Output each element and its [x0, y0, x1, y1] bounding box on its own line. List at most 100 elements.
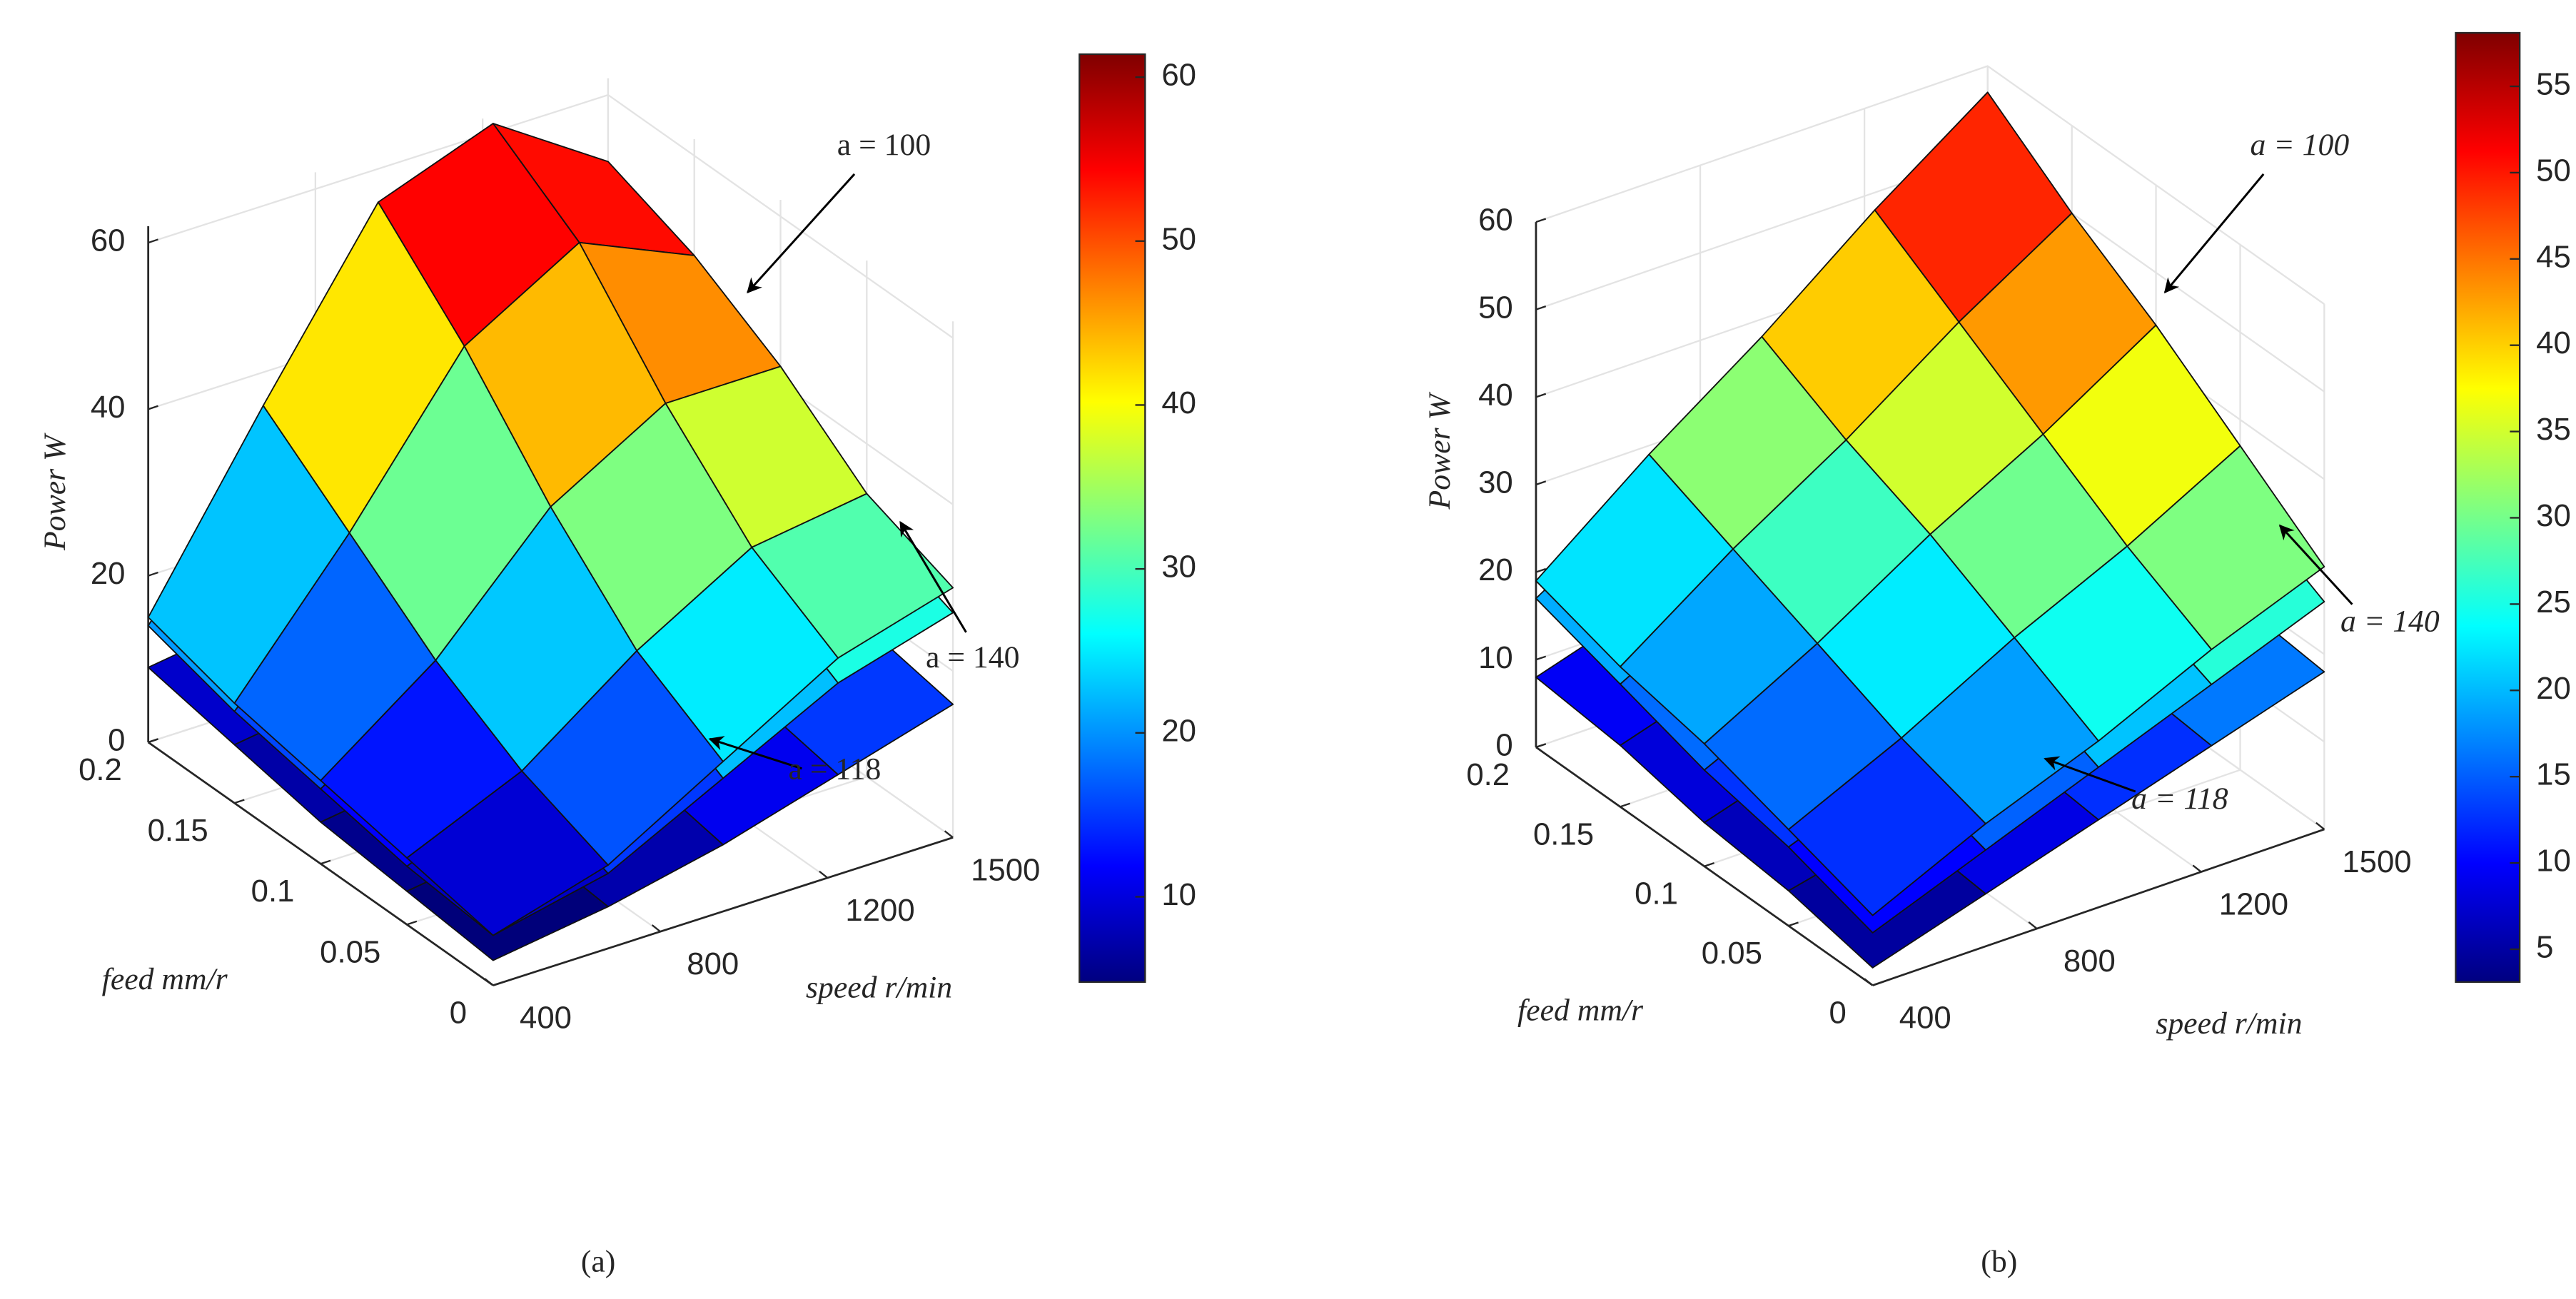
y-tick — [1704, 862, 1714, 867]
z-tick — [1535, 218, 1547, 223]
y-tick-label: 0.2 — [1466, 757, 1510, 792]
colorbar-tick-label: 10 — [1161, 877, 1196, 912]
x-tick — [944, 830, 954, 839]
colorbar-tick-label: 15 — [2536, 757, 2571, 792]
annotation-arrow — [899, 520, 967, 633]
y-tick — [234, 799, 245, 804]
panel: 0 10 20 30 40 50 60 400 800 1200 1500 0 0.05 0.1 0.15 0… — [1423, 31, 2571, 1279]
annotation-arrow — [708, 736, 802, 770]
colorbar-tick-label: 60 — [1161, 58, 1196, 93]
panel-label: (b) — [1981, 1245, 2017, 1279]
colorbar-tick-label: 5 — [2536, 930, 2553, 965]
z-tick — [1535, 305, 1547, 310]
z-tick — [148, 405, 158, 410]
y-tick-label: 0.1 — [251, 874, 295, 909]
annotation-arrow — [2278, 524, 2353, 605]
z-tick-label: 10 — [1478, 640, 1513, 675]
y-tick-label: 0.05 — [1702, 936, 1762, 971]
colorbar-tick-label: 10 — [2536, 844, 2571, 879]
x-tick — [1864, 978, 1874, 986]
y-tick-label: 0.1 — [1635, 876, 1678, 911]
z-tick — [148, 238, 158, 244]
colorbar-tick-label: 20 — [1161, 713, 1196, 748]
grid-line — [148, 93, 954, 339]
colorbar — [2455, 31, 2521, 984]
x-axis-title: speed r/min — [2156, 1006, 2302, 1041]
x-tick-label: 1200 — [845, 893, 914, 928]
colorbar-tick-label: 25 — [2536, 585, 2571, 620]
surface-patch — [1787, 737, 1986, 916]
x-tick — [2315, 822, 2325, 830]
z-axis-title: Power W — [38, 433, 72, 551]
z-tick — [148, 571, 158, 577]
annotation: a = 140 — [2340, 604, 2440, 638]
colorbar-tick-label: 45 — [2536, 239, 2571, 274]
z-tick-label: 40 — [1478, 378, 1513, 413]
annotation-arrow — [747, 173, 856, 294]
y-tick — [406, 920, 418, 926]
colorbar — [1079, 53, 1146, 984]
panel: 0 20 40 60 400 800 1200 1500 0 0.05 0.1 0.15 0.2 Powe… — [38, 53, 1196, 1279]
y-tick — [493, 981, 504, 986]
x-tick — [819, 870, 829, 879]
z-tick-label: 40 — [91, 390, 126, 425]
colorbar-tick-label: 30 — [2536, 498, 2571, 533]
y-tick — [1620, 802, 1631, 808]
z-tick-label: 30 — [1478, 465, 1513, 500]
z-axis-title: Power W — [1423, 391, 1457, 510]
z-tick — [1535, 567, 1547, 573]
colorbar-tick-label: 30 — [1161, 550, 1196, 585]
y-axis-title: feed mm/r — [102, 962, 228, 996]
annotation: a = 100 — [837, 128, 931, 162]
z-tick-label: 60 — [91, 223, 126, 258]
x-tick-label: 400 — [520, 1000, 572, 1035]
z-tick — [1535, 393, 1547, 398]
annotation-arrow — [2163, 173, 2265, 294]
surface-patch — [406, 770, 609, 936]
x-axis-title: speed r/min — [806, 970, 952, 1004]
z-tick — [1535, 655, 1547, 661]
z-tick-label: 50 — [1478, 290, 1513, 325]
colorbar-tick-label: 40 — [1161, 385, 1196, 420]
y-tick-label: 0.2 — [79, 752, 122, 787]
x-tick-label: 1500 — [2342, 844, 2411, 879]
x-tick — [484, 978, 494, 986]
z-tick-label: 60 — [1478, 203, 1513, 238]
colorbar-tick-label: 40 — [2536, 325, 2571, 360]
y-axis-title: feed mm/r — [1517, 994, 1644, 1028]
x-tick-label: 1500 — [971, 852, 1040, 887]
x-tick-label: 1200 — [2219, 886, 2288, 921]
x-tick — [2192, 864, 2202, 873]
colorbar-tick-label: 50 — [2536, 153, 2571, 188]
y-tick-label: 0 — [1829, 995, 1846, 1030]
annotation: a = 118 — [2131, 782, 2228, 816]
x-tick — [651, 924, 661, 933]
y-tick — [1788, 921, 1799, 927]
x-tick-label: 400 — [1899, 1000, 1951, 1035]
x-axis — [1872, 828, 2325, 986]
z-tick-label: 0 — [1495, 727, 1512, 762]
colorbar-tick-label: 20 — [2536, 671, 2571, 706]
x-axis — [493, 836, 954, 986]
x-tick — [2028, 921, 2038, 929]
y-tick — [148, 738, 158, 744]
colorbar-tick-label: 35 — [2536, 412, 2571, 447]
grid-line — [1535, 65, 2325, 305]
y-tick-label: 0 — [450, 995, 467, 1030]
panel-label: (a) — [581, 1245, 616, 1279]
colorbar-tick-label: 55 — [2536, 67, 2571, 102]
y-tick — [1872, 981, 1883, 986]
annotation: a = 118 — [789, 752, 882, 786]
y-tick — [1535, 743, 1547, 748]
annotation: a = 100 — [2250, 128, 2349, 162]
annotation: a = 140 — [926, 640, 1019, 674]
z-tick-label: 20 — [1478, 552, 1513, 587]
z-tick-label: 20 — [91, 556, 126, 591]
y-tick — [320, 859, 331, 865]
x-tick-label: 800 — [2064, 944, 2116, 979]
z-tick — [1535, 480, 1547, 486]
y-tick-label: 0.15 — [1533, 817, 1594, 851]
y-tick-label: 0.15 — [148, 813, 208, 848]
x-tick-label: 800 — [687, 946, 739, 981]
